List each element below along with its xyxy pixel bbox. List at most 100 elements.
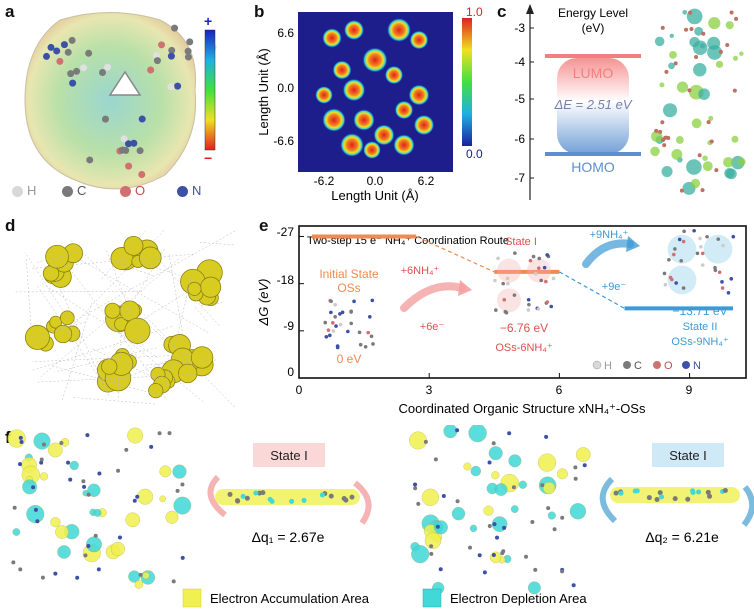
atom xyxy=(699,245,703,249)
atom xyxy=(130,139,138,147)
atom xyxy=(369,334,374,339)
atom xyxy=(86,156,94,164)
e-xtick-0: 0 xyxy=(296,383,303,397)
atom xyxy=(138,115,146,123)
orbital-atom xyxy=(718,49,723,54)
charge-lobe xyxy=(142,571,150,580)
panel-c-energy-levels: -3 -4 -5 -6 -7 Energy Level (eV) LUMO HO… xyxy=(514,4,746,200)
charge-lobe xyxy=(494,483,508,496)
b-xlabel: Length Unit (Å) xyxy=(331,188,418,203)
atom xyxy=(513,251,517,255)
legend-e-n: N xyxy=(693,360,701,372)
orbital-atom xyxy=(687,88,692,93)
atom xyxy=(507,431,512,436)
atom xyxy=(573,476,578,481)
side-atom xyxy=(659,494,665,500)
charge-lobe xyxy=(569,503,587,520)
atom xyxy=(533,567,538,572)
charge-lobe xyxy=(469,524,478,533)
rotate-arrow-left-icon xyxy=(207,474,227,518)
iso-lobe xyxy=(53,324,73,344)
density-blobs xyxy=(314,17,435,160)
central-pore xyxy=(108,70,142,96)
panel-e-free-energy: -27 -18 -9 0 0 3 6 9 Coordinated Organic… xyxy=(256,225,747,416)
atom xyxy=(482,570,487,575)
side-atom xyxy=(244,495,250,501)
charge-lobe xyxy=(165,510,179,524)
atom xyxy=(171,579,176,584)
density-blob xyxy=(393,134,415,156)
atom xyxy=(681,286,686,290)
legend-e-h: H xyxy=(604,360,612,372)
charge-lobe xyxy=(33,432,51,450)
step1-arrow-icon xyxy=(400,282,466,312)
atom xyxy=(338,322,343,327)
atom xyxy=(47,43,55,51)
density-blob xyxy=(413,114,435,136)
orbital-atom xyxy=(664,69,669,74)
charge-lobe xyxy=(57,545,71,559)
orbital-atom xyxy=(700,188,705,193)
charge-lobe xyxy=(55,525,69,539)
charge-lobe xyxy=(470,465,482,477)
homo-level xyxy=(545,152,641,156)
atom xyxy=(81,479,86,484)
atom xyxy=(85,433,90,438)
atom xyxy=(80,64,88,72)
energy-levels xyxy=(312,234,733,311)
colorbar-a-plus: + xyxy=(204,13,212,29)
orbital-lobe xyxy=(686,8,703,25)
atom xyxy=(331,329,336,333)
side-atom xyxy=(696,489,702,495)
e-h-atom-icon xyxy=(592,360,602,370)
legend-a-n: N xyxy=(192,183,202,198)
atom xyxy=(186,38,194,46)
orbital-lobe xyxy=(669,50,677,59)
orbital-atom xyxy=(658,129,663,134)
atom xyxy=(35,519,40,524)
c-title-1: Energy Level xyxy=(558,6,628,20)
initial-structure-figure xyxy=(323,298,375,350)
charge-lobe xyxy=(424,532,442,549)
atom xyxy=(53,571,58,576)
atom xyxy=(59,440,64,445)
atom xyxy=(349,310,353,314)
charge-lobe xyxy=(47,442,63,458)
legend-e-o: O xyxy=(664,360,673,372)
atom xyxy=(721,243,725,248)
orbital-lobe xyxy=(725,21,734,30)
atom xyxy=(82,484,87,489)
orbital-lobe xyxy=(692,40,708,56)
atom xyxy=(729,277,734,281)
step2-e: +9e⁻ xyxy=(602,281,627,293)
atom xyxy=(85,49,93,57)
iso-lobe xyxy=(123,235,144,256)
charge-lobe xyxy=(527,581,541,595)
e-ytick-3: 0 xyxy=(287,365,294,379)
e-tick-marks xyxy=(298,235,691,379)
side-atom xyxy=(227,491,233,497)
panel-d-isosurface xyxy=(15,230,236,408)
dq1-label: Δq₁ = 2.67e xyxy=(252,529,325,545)
charge-lobe xyxy=(172,464,187,479)
atom xyxy=(75,575,80,580)
atom xyxy=(441,494,446,499)
side-atom xyxy=(260,490,266,496)
e-ylabel: ΔG (eV) xyxy=(256,278,271,326)
atom xyxy=(96,567,101,572)
atom xyxy=(673,247,677,251)
orbital-lobe xyxy=(725,168,737,180)
orbital-lobe xyxy=(682,9,688,15)
state2-label: State II xyxy=(683,321,718,333)
atom xyxy=(138,171,146,179)
panel-label-b: b xyxy=(254,2,265,21)
atom xyxy=(433,457,438,462)
density-blob xyxy=(394,100,414,120)
atom xyxy=(546,506,551,511)
state1-label: State I xyxy=(505,236,537,248)
density-blob xyxy=(373,124,395,146)
orbital-atom xyxy=(694,55,699,60)
orbital-lobe xyxy=(659,82,665,88)
density-blob xyxy=(386,17,412,43)
atom xyxy=(175,488,180,493)
